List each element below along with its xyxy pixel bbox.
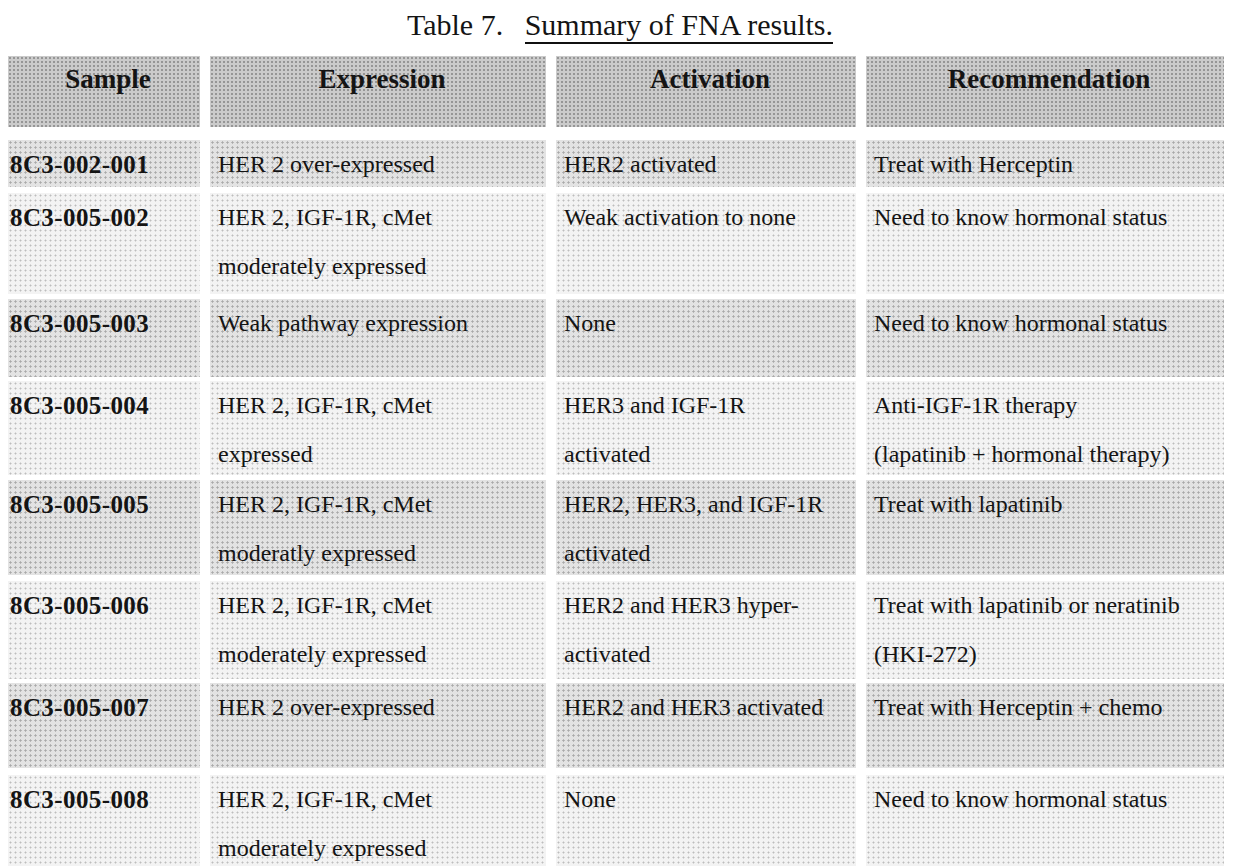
cell-expression: HER 2 over-expressed bbox=[210, 140, 546, 187]
cell-sample: 8C3-005-002 bbox=[8, 193, 200, 294]
cell-activation: Weak activation to none bbox=[556, 193, 856, 294]
cell-sample: 8C3-005-003 bbox=[8, 299, 200, 377]
cell-expression: Weak pathway expression bbox=[210, 299, 546, 377]
cell-activation: HER2 activated bbox=[556, 140, 856, 187]
cell-sample: 8C3-005-007 bbox=[8, 683, 200, 768]
cell-activation: HER2 and HER3 activated bbox=[556, 683, 856, 768]
cell-sample: 8C3-005-004 bbox=[8, 381, 200, 475]
cell-sample: 8C3-005-006 bbox=[8, 581, 200, 679]
document-page: Table 7. Summary of FNA results. Sample … bbox=[0, 0, 1240, 866]
cell-expression: HER 2, IGF-1R, cMet moderately expressed bbox=[210, 775, 546, 866]
cell-expression: HER 2, IGF-1R, cMet moderately expressed bbox=[210, 193, 546, 294]
cell-activation: None bbox=[556, 775, 856, 866]
table-row: 8C3-005-002 HER 2, IGF-1R, cMet moderate… bbox=[8, 193, 1232, 294]
cell-recommendation: Need to know hormonal status bbox=[866, 299, 1224, 377]
table-title-caption: Summary of FNA results. bbox=[525, 8, 833, 44]
table-row: 8C3-005-007 HER 2 over-expressed HER2 an… bbox=[8, 683, 1232, 768]
table-row: 8C3-005-003 Weak pathway expression None… bbox=[8, 299, 1232, 377]
cell-activation: HER2, HER3, and IGF-1R activated bbox=[556, 480, 856, 575]
column-header-sample: Sample bbox=[8, 56, 200, 127]
table-row: 8C3-005-005 HER 2, IGF-1R, cMet moderatl… bbox=[8, 480, 1232, 575]
cell-expression: HER 2 over-expressed bbox=[210, 683, 546, 768]
table-row: 8C3-002-001 HER 2 over-expressed HER2 ac… bbox=[8, 140, 1232, 187]
table-title-prefix: Table 7. bbox=[407, 8, 503, 41]
cell-sample: 8C3-005-008 bbox=[8, 775, 200, 866]
column-header-activation: Activation bbox=[556, 56, 856, 127]
cell-recommendation: Need to know hormonal status bbox=[866, 775, 1224, 866]
table-header-row: Sample Expression Activation Recommendat… bbox=[8, 56, 1232, 127]
cell-recommendation: Anti-IGF-1R therapy (lapatinib + hormona… bbox=[866, 381, 1224, 475]
cell-expression: HER 2, IGF-1R, cMet moderatly expressed bbox=[210, 480, 546, 575]
cell-activation: HER2 and HER3 hyper- activated bbox=[556, 581, 856, 679]
cell-recommendation: Treat with lapatinib or neratinib (HKI-2… bbox=[866, 581, 1224, 679]
cell-sample: 8C3-002-001 bbox=[8, 140, 200, 187]
cell-expression: HER 2, IGF-1R, cMet expressed bbox=[210, 381, 546, 475]
cell-activation: HER3 and IGF-1R activated bbox=[556, 381, 856, 475]
table-row: 8C3-005-008 HER 2, IGF-1R, cMet moderate… bbox=[8, 775, 1232, 866]
cell-sample: 8C3-005-005 bbox=[8, 480, 200, 575]
table-row: 8C3-005-004 HER 2, IGF-1R, cMet expresse… bbox=[8, 381, 1232, 475]
cell-activation: None bbox=[556, 299, 856, 377]
cell-recommendation: Treat with Herceptin bbox=[866, 140, 1224, 187]
table-title: Table 7. Summary of FNA results. bbox=[0, 0, 1240, 56]
cell-recommendation: Treat with lapatinib bbox=[866, 480, 1224, 575]
table-row: 8C3-005-006 HER 2, IGF-1R, cMet moderate… bbox=[8, 581, 1232, 679]
column-header-recommendation: Recommendation bbox=[866, 56, 1224, 127]
column-header-expression: Expression bbox=[210, 56, 546, 127]
cell-recommendation: Need to know hormonal status bbox=[866, 193, 1224, 294]
cell-recommendation: Treat with Herceptin + chemo bbox=[866, 683, 1224, 768]
fna-results-table: Sample Expression Activation Recommendat… bbox=[8, 56, 1232, 866]
cell-expression: HER 2, IGF-1R, cMet moderately expressed bbox=[210, 581, 546, 679]
